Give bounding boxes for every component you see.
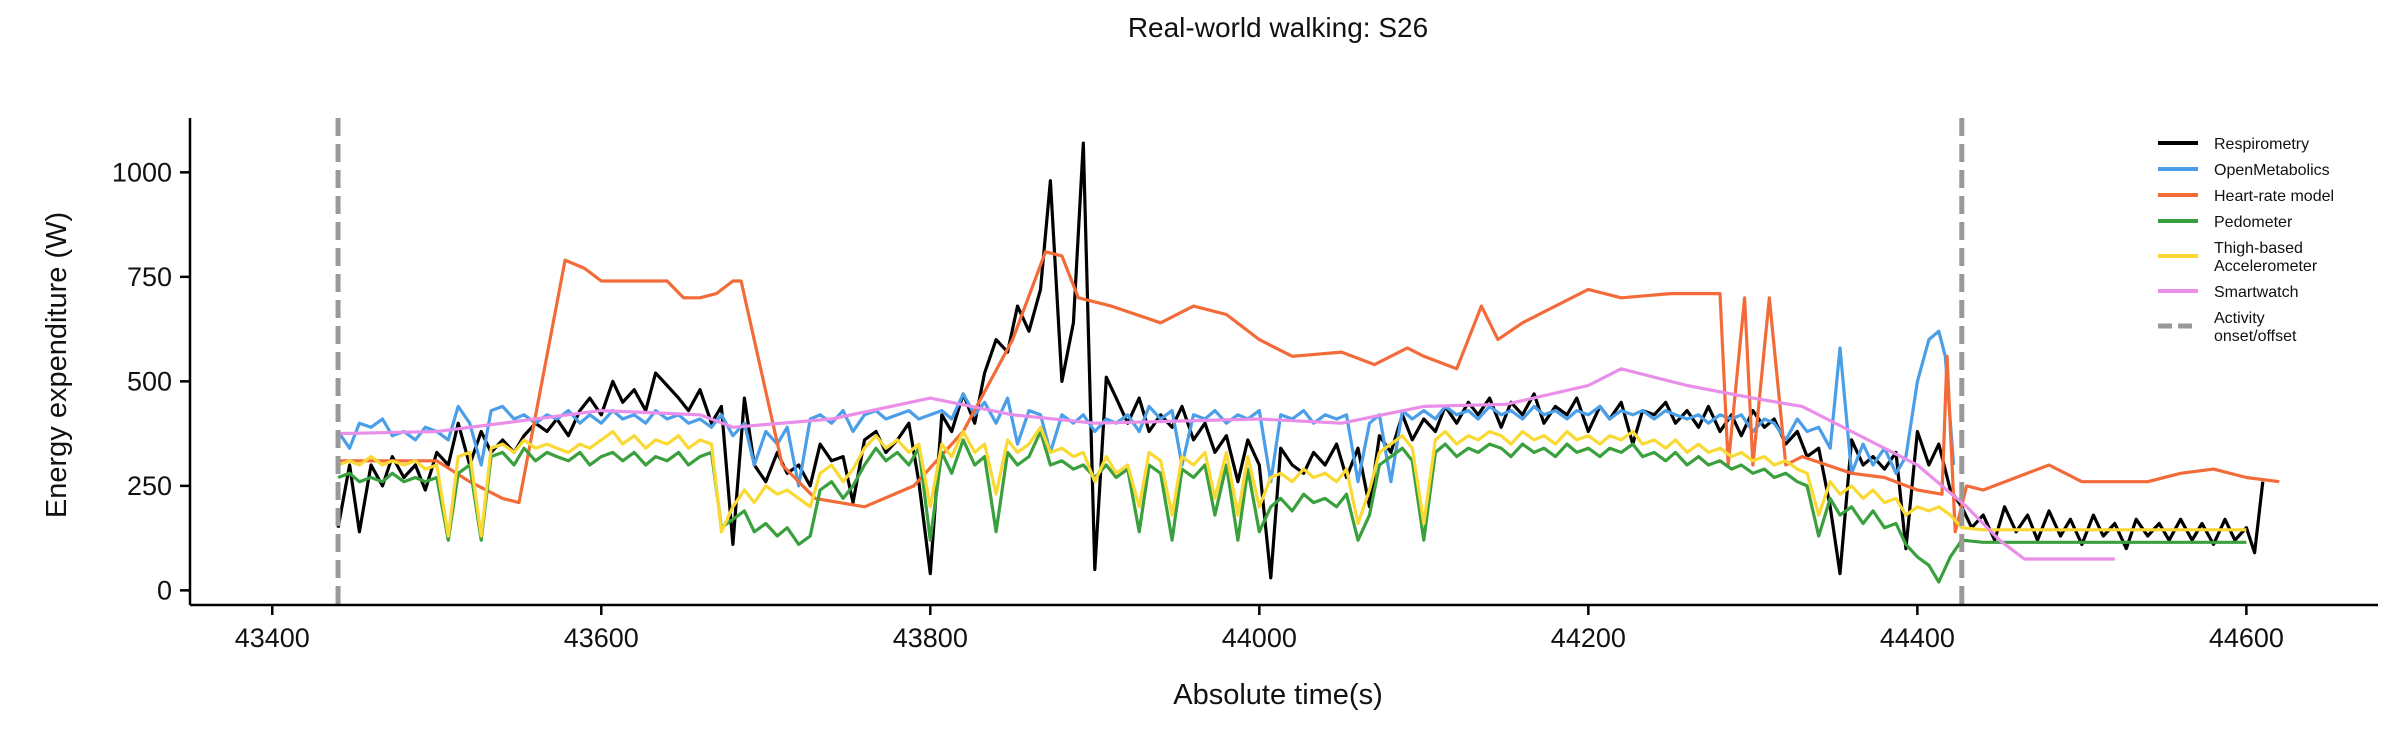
x-tick-label: 44400 [1880,623,1955,653]
x-tick-label: 43600 [564,623,639,653]
y-tick-label: 250 [127,471,172,501]
y-tick-label: 750 [127,262,172,292]
x-axis-label: Absolute time(s) [1173,679,1383,711]
y-tick-label: 0 [157,575,172,605]
legend-label-activity-onset-offset: onset/offset [2214,328,2297,345]
legend-label-activity-onset-offset: Activity [2214,310,2265,327]
series-line-pedometer [337,429,2247,584]
legend-label-openmetabolics: OpenMetabolics [2214,162,2330,179]
series-line-respirometry [336,141,2265,580]
y-tick-label: 1000 [112,157,172,187]
x-tick-label: 44000 [1222,623,1297,653]
series-line-heart-rate-model [338,250,2280,534]
x-tick-label: 43800 [893,623,968,653]
axes: 43400 43600 43800 44000 44200 44400 44600 0 250 5… [112,118,2378,653]
x-tick-label: 43400 [235,623,310,653]
plot-area [335,118,2280,605]
series-line-smartwatch [338,367,2115,561]
legend-label-thigh-based-accelerometer: Accelerometer [2214,258,2318,275]
series-line-thigh-based-accelerometer [337,425,2247,538]
series-line-openmetabolics [336,329,1956,488]
chart-title: Real-world walking: S26 [1128,12,1428,43]
y-tick-label: 500 [127,366,172,396]
legend: Respirometry OpenMetabolics Heart-rate mod… [2158,136,2334,345]
legend-label-pedometer: Pedometer [2214,214,2293,231]
x-tick-label: 44600 [2209,623,2284,653]
legend-label-respirometry: Respirometry [2214,136,2309,153]
x-tick-label: 44200 [1551,623,1626,653]
y-axis-label: Energy expenditure (W) [41,212,73,518]
legend-label-thigh-based-accelerometer: Thigh-based [2214,240,2303,257]
legend-label-smartwatch: Smartwatch [2214,284,2298,301]
legend-label-heart-rate-model: Heart-rate model [2214,188,2334,205]
